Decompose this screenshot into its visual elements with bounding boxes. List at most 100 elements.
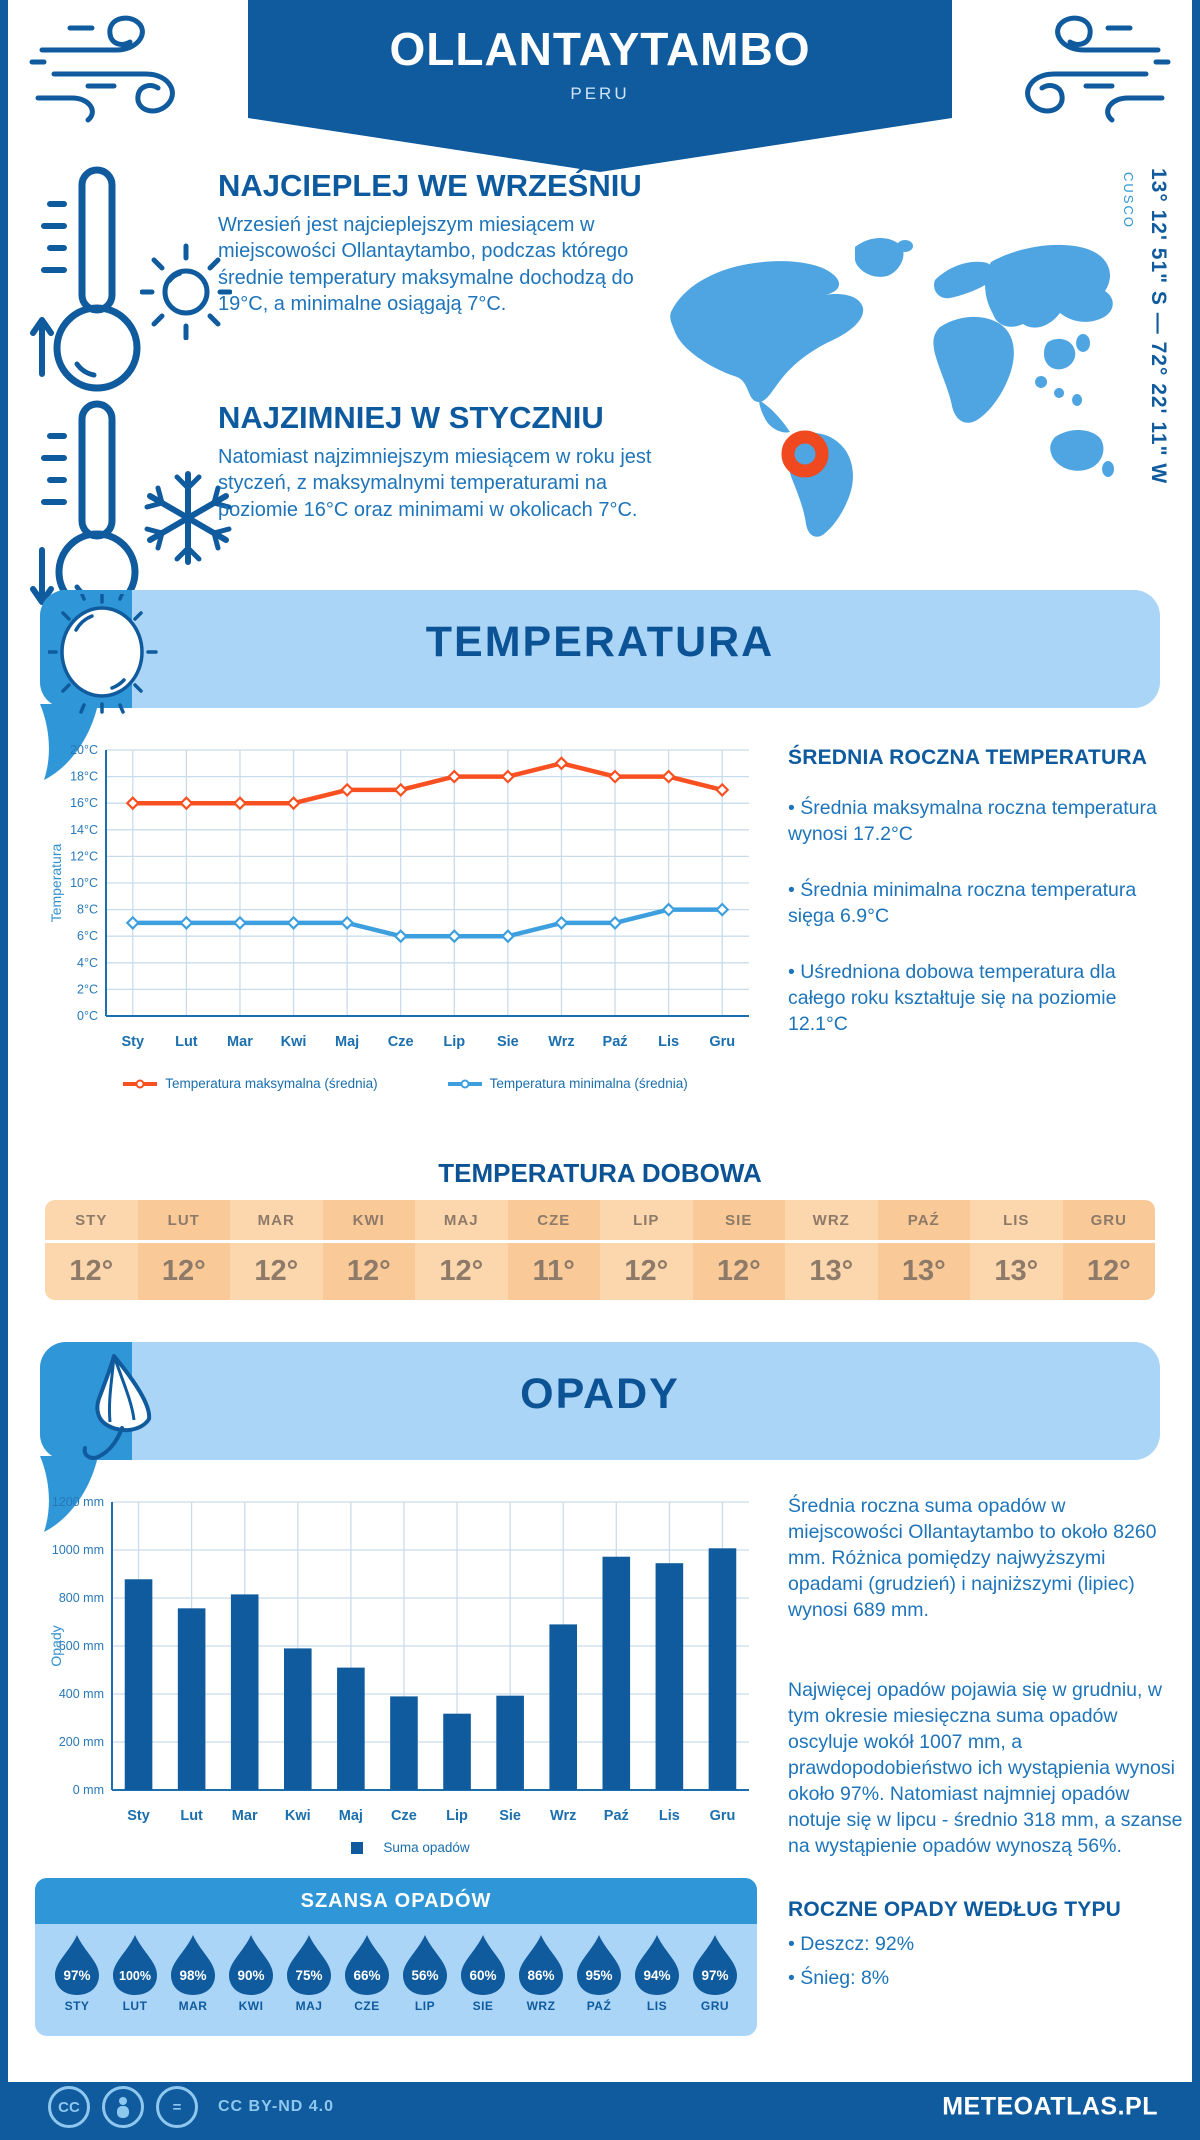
svg-text:97%: 97% <box>701 1968 728 1983</box>
daily-temp-column: WRZ 13° <box>785 1200 878 1300</box>
svg-text:90%: 90% <box>237 1968 264 1983</box>
raindrop-icon: 97% <box>693 1935 737 1995</box>
raindrop-icon: 66% <box>345 1935 389 1995</box>
svg-text:Lis: Lis <box>659 1808 680 1824</box>
temperature-chart: 0°C 2°C 4°C 6°C 8°C 10°C 12°C 14°C 16°C 18°C 20°C S… <box>48 743 749 1050</box>
precip-type-rain: • Deszcz: 92% <box>788 1933 915 1955</box>
svg-text:Gru: Gru <box>709 1034 735 1050</box>
precip-type-snow: • Śnieg: 8% <box>788 1967 890 1989</box>
wind-icon-left <box>29 15 175 123</box>
precip-banner-tail <box>40 1456 98 1532</box>
precip-chance-month: MAJ <box>295 1999 323 2013</box>
daily-temp-month: PAŹ <box>877 1200 970 1243</box>
precip-chance-item: 95% PAŹ <box>573 1934 625 2013</box>
legend-item: Temperatura minimalna (średnia) <box>447 1076 688 1091</box>
precip-chance-item: 98% MAR <box>167 1934 219 2013</box>
svg-text:8°C: 8°C <box>77 903 98 917</box>
raindrop-icon: 98% <box>171 1935 215 1995</box>
daily-temp-column: LUT 12° <box>137 1200 230 1300</box>
daily-temp-column: STY 12° <box>45 1200 138 1300</box>
daily-temp-value: 11° <box>532 1255 575 1287</box>
sun-banner-icon <box>48 594 158 714</box>
license-icons: CC = CC BY-ND 4.0 <box>48 2086 334 2128</box>
precip-chance-item: 94% LIS <box>631 1934 683 2013</box>
equals-icon: = <box>156 2086 198 2128</box>
precip-chance-month: MAR <box>178 1999 208 2013</box>
daily-temp-value: 13° <box>809 1255 854 1287</box>
daily-temp-value: 13° <box>901 1255 946 1287</box>
temperature-chart-legend: Temperatura maksymalna (średnia) Temperat… <box>48 1076 763 1091</box>
temperature-section-title: TEMPERATURA <box>425 618 775 666</box>
daily-temp-column: PAŹ 13° <box>877 1200 970 1300</box>
daily-temp-value: 12° <box>254 1255 299 1287</box>
daily-temp-month: SIE <box>692 1200 785 1243</box>
footer: CC = CC BY-ND 4.0 METEOATLAS.PL <box>8 2082 1192 2132</box>
precip-chance-item: 100% LUT <box>109 1934 161 2013</box>
raindrop-icon: 90% <box>229 1935 273 1995</box>
svg-text:Mar: Mar <box>232 1808 258 1824</box>
license-label: CC BY-ND 4.0 <box>218 2098 335 2115</box>
daily-temp-column: MAJ 12° <box>415 1200 508 1300</box>
precip-chance-month: LIS <box>646 1999 668 2013</box>
svg-text:Lip: Lip <box>446 1808 468 1824</box>
precip-paragraph-2: Najwięcej opadów pojawia się w grudniu, … <box>788 1679 1183 1857</box>
svg-text:20°C: 20°C <box>70 743 98 757</box>
world-map <box>670 238 1115 537</box>
wind-icon-right <box>1025 15 1171 123</box>
precip-chance-month: CZE <box>354 1999 380 2013</box>
svg-text:100%: 100% <box>119 1969 151 1983</box>
svg-text:18°C: 18°C <box>70 770 98 784</box>
site-name: METEOATLAS.PL <box>942 2092 1158 2121</box>
legend-item: Temperatura maksymalna (średnia) <box>123 1076 378 1091</box>
daily-temp-column: CZE 11° <box>507 1200 600 1300</box>
svg-text:Mar: Mar <box>227 1034 253 1050</box>
precip-chance-month: LIP <box>414 1999 436 2013</box>
daily-temp-title: TEMPERATURA DOBOWA <box>438 1158 762 1188</box>
legend-item: Suma opadów <box>341 1840 470 1855</box>
svg-text:Sie: Sie <box>497 1034 519 1050</box>
svg-text:Sie: Sie <box>499 1808 521 1824</box>
precipitation-chart-legend: Suma opadów <box>48 1840 763 1855</box>
precip-chance-item: 90% KWI <box>225 1934 277 2013</box>
svg-text:Cze: Cze <box>391 1808 417 1824</box>
precip-chance-month: GRU <box>700 1999 730 2013</box>
sun-icon <box>140 243 232 340</box>
svg-text:Cze: Cze <box>388 1034 414 1050</box>
svg-text:Wrz: Wrz <box>550 1808 576 1824</box>
header-banner: OLLANTAYTAMBO PERU <box>248 0 952 118</box>
cc-icon: CC <box>48 2086 90 2128</box>
coldest-text: Natomiast najzimniejszym miesiącem w rok… <box>218 446 652 521</box>
raindrop-icon: 86% <box>519 1935 563 1995</box>
daily-temp-month: WRZ <box>785 1200 878 1243</box>
annual-temp-bullet-1: • Średnia maksymalna roczna temperatura … <box>788 797 1157 845</box>
location-marker-icon <box>781 430 829 478</box>
svg-text:800 mm: 800 mm <box>59 1591 104 1605</box>
raindrop-icon: 94% <box>635 1935 679 1995</box>
location-region: CUSCO <box>1121 172 1136 229</box>
svg-text:6°C: 6°C <box>77 929 98 943</box>
raindrop-icon: 97% <box>55 1935 99 1995</box>
daily-temp-month: CZE <box>507 1200 600 1243</box>
precip-chance-month: KWI <box>238 1999 264 2013</box>
svg-text:Opady: Opady <box>48 1625 64 1666</box>
svg-text:200 mm: 200 mm <box>59 1735 104 1749</box>
precip-section-banner <box>40 1342 1160 1460</box>
svg-text:Sty: Sty <box>127 1808 150 1824</box>
svg-text:86%: 86% <box>527 1968 554 1983</box>
svg-text:Maj: Maj <box>335 1034 359 1050</box>
daily-temp-value: 12° <box>624 1255 669 1287</box>
banner-chevron <box>248 118 952 172</box>
svg-text:98%: 98% <box>179 1968 206 1983</box>
svg-text:0 mm: 0 mm <box>73 1783 104 1797</box>
svg-text:Maj: Maj <box>339 1808 363 1824</box>
svg-text:66%: 66% <box>353 1968 380 1983</box>
precip-chance-item: 97% STY <box>51 1934 103 2013</box>
daily-temp-value: 12° <box>69 1255 114 1287</box>
location-coordinates: 13° 12' 51" S — 72° 22' 11" W <box>1147 168 1170 485</box>
daily-temp-month: MAJ <box>415 1200 508 1243</box>
svg-text:400 mm: 400 mm <box>59 1687 104 1701</box>
annual-temp-bullet-2: • Średnia minimalna roczna temperatura s… <box>788 879 1137 927</box>
raindrop-icon: 95% <box>577 1935 621 1995</box>
daily-temp-month: STY <box>45 1200 138 1243</box>
precip-chance-item: 56% LIP <box>399 1934 451 2013</box>
